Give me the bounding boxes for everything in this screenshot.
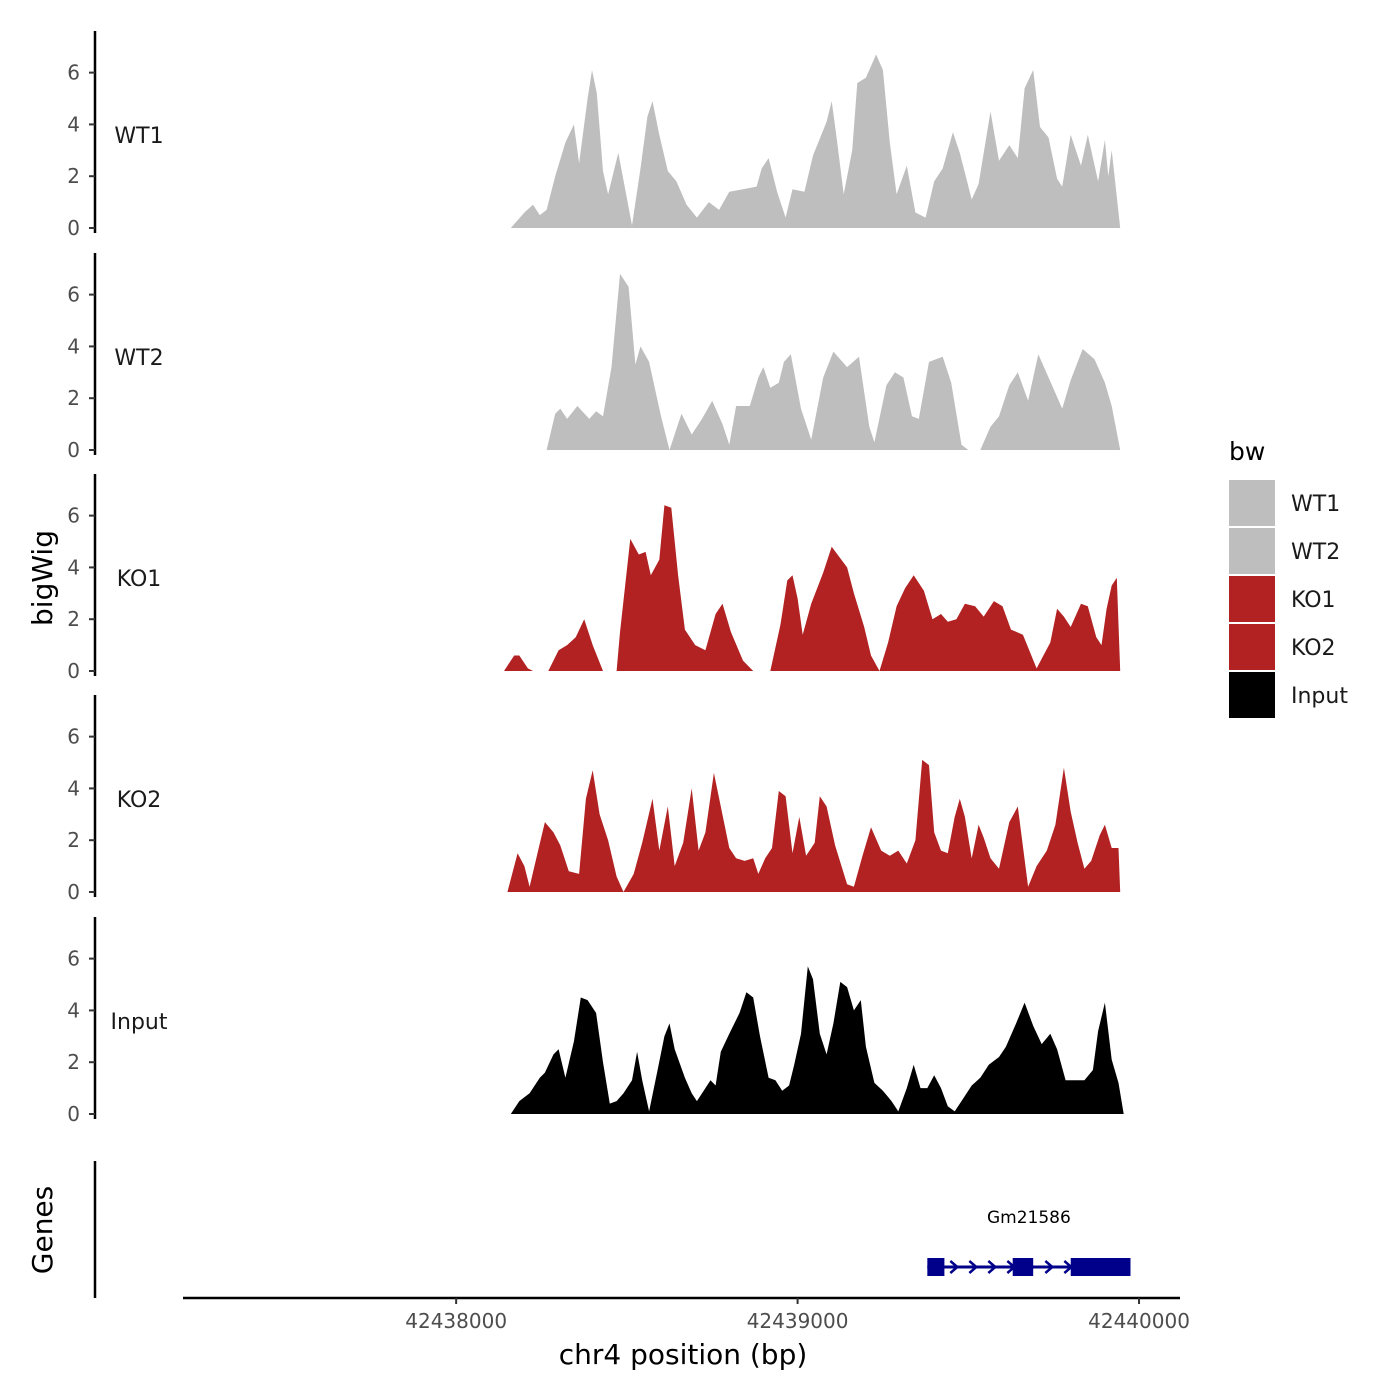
- gene-exon: [1070, 1258, 1131, 1276]
- legend-entry-ko1: KO1: [1229, 576, 1336, 622]
- legend-swatch: [1229, 480, 1275, 526]
- y-tick-label: 6: [67, 725, 80, 749]
- coverage-area-wt2: [546, 273, 1121, 450]
- legend-label: WT2: [1291, 540, 1340, 565]
- coverage-tracks: 0 2 4 6 WT1 0 2 4 6 WT2 0 2 4 6 KO1 0 2 4 6 KO2 0 2 4 6 Input: [67, 31, 1124, 1126]
- gene-gm21586: Gm21586: [927, 1208, 1131, 1276]
- track-input: 0 2 4 6 Input: [67, 917, 1124, 1126]
- track-ko2: 0 2 4 6 KO2: [67, 695, 1121, 904]
- y-tick-label: 0: [67, 1102, 80, 1126]
- coverage-area-wt1: [510, 54, 1121, 228]
- y-tick-label: 4: [67, 334, 80, 358]
- coverage-area-ko2: [507, 759, 1121, 892]
- x-axis-title: chr4 position (bp): [559, 1338, 808, 1371]
- y-tick-label: 2: [67, 607, 80, 631]
- y-tick-label: 4: [67, 555, 80, 579]
- genes-panel: Genes Gm21586: [26, 1161, 1131, 1298]
- track-wt2: 0 2 4 6 WT2: [67, 253, 1121, 462]
- y-tick-label: 4: [67, 998, 80, 1022]
- y-tick-label: 0: [67, 659, 80, 683]
- strand-arrow: [987, 1260, 998, 1274]
- legend-swatch: [1229, 672, 1275, 718]
- legend-label: Input: [1291, 684, 1348, 709]
- y-tick-label: 4: [67, 776, 80, 800]
- y-tick-label: 2: [67, 1050, 80, 1074]
- y-tick-label: 6: [67, 947, 80, 971]
- strand-arrow: [968, 1260, 979, 1274]
- legend-entry-wt1: WT1: [1229, 480, 1340, 526]
- genes-panel-title: Genes: [26, 1186, 59, 1274]
- track-label: KO2: [117, 788, 162, 813]
- track-ko1: 0 2 4 6 KO1: [67, 474, 1121, 683]
- strand-arrow: [949, 1260, 960, 1274]
- y-axis-title: bigWig: [26, 530, 59, 626]
- coverage-area-input: [510, 966, 1124, 1114]
- gene-exon: [1012, 1258, 1034, 1276]
- legend-entry-ko2: KO2: [1229, 624, 1336, 670]
- strand-arrow: [1044, 1260, 1055, 1274]
- legend-label: KO1: [1291, 588, 1336, 613]
- y-tick-label: 6: [67, 504, 80, 528]
- x-tick-label: 42438000: [405, 1309, 507, 1333]
- legend-entry-input: Input: [1229, 672, 1348, 718]
- legend-label: KO2: [1291, 636, 1336, 661]
- legend-label: WT1: [1291, 492, 1340, 517]
- legend-swatch: [1229, 624, 1275, 670]
- coverage-area-ko1: [504, 505, 1121, 671]
- legend-swatch: [1229, 528, 1275, 574]
- track-label: Input: [111, 1010, 168, 1035]
- y-tick-label: 0: [67, 438, 80, 462]
- y-tick-label: 6: [67, 61, 80, 85]
- legend-entry-wt2: WT2: [1229, 528, 1340, 574]
- track-label: KO1: [117, 567, 162, 592]
- legend-title: bw: [1229, 437, 1265, 466]
- track-label: WT1: [114, 124, 163, 149]
- y-tick-label: 4: [67, 112, 80, 136]
- x-tick-label: 42439000: [747, 1309, 849, 1333]
- y-tick-label: 2: [67, 828, 80, 852]
- y-tick-label: 2: [67, 164, 80, 188]
- gene-exon: [927, 1258, 945, 1276]
- track-label: WT2: [114, 346, 163, 371]
- legend: bw WT1 WT2 KO1 KO2 Input: [1229, 437, 1348, 718]
- y-tick-label: 2: [67, 386, 80, 410]
- y-tick-label: 0: [67, 880, 80, 904]
- x-axis: 42438000 42439000 42440000: [183, 1296, 1190, 1333]
- gene-name-label: Gm21586: [987, 1208, 1071, 1228]
- x-tick-label: 42440000: [1088, 1309, 1190, 1333]
- track-wt1: 0 2 4 6 WT1: [67, 31, 1121, 240]
- legend-swatch: [1229, 576, 1275, 622]
- y-tick-label: 6: [67, 283, 80, 307]
- y-tick-label: 0: [67, 216, 80, 240]
